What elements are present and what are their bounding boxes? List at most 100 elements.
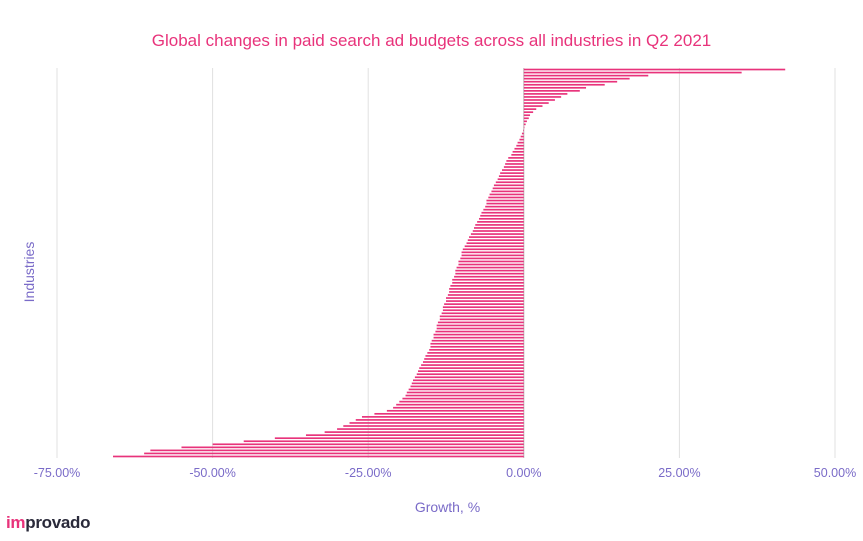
bar xyxy=(523,83,605,86)
bar xyxy=(516,144,524,147)
bar xyxy=(485,205,524,208)
bar xyxy=(411,382,524,385)
bar xyxy=(486,199,524,202)
bar xyxy=(523,120,527,123)
bar xyxy=(456,266,524,269)
bar xyxy=(469,236,524,238)
x-tick-label: 50.00% xyxy=(814,466,856,480)
bar xyxy=(481,211,524,214)
bar xyxy=(452,281,524,284)
bar xyxy=(491,190,524,193)
bar xyxy=(144,452,524,455)
bar xyxy=(430,342,524,345)
bar xyxy=(502,169,524,171)
bar xyxy=(431,339,524,342)
bar xyxy=(523,102,549,104)
bar xyxy=(523,105,543,107)
bar xyxy=(480,214,524,217)
bar xyxy=(361,416,524,418)
bar xyxy=(523,111,534,114)
bar xyxy=(497,178,524,181)
bar xyxy=(503,166,524,168)
bar xyxy=(475,224,524,226)
bar xyxy=(523,129,524,132)
bar xyxy=(495,181,524,184)
bar xyxy=(442,306,524,309)
bar xyxy=(422,361,524,363)
bar xyxy=(523,71,742,74)
bar xyxy=(455,269,524,272)
bar xyxy=(477,221,524,223)
bar xyxy=(441,312,524,315)
x-tick-label: 25.00% xyxy=(658,466,700,480)
bar xyxy=(349,422,524,424)
x-axis-ticks: -75.00% -50.00% -25.00% 0.00% 25.00% 50.00% xyxy=(34,466,856,480)
bar xyxy=(508,157,524,159)
bar xyxy=(414,376,524,379)
bar xyxy=(436,327,524,330)
bar xyxy=(506,160,524,162)
x-tick-label: -75.00% xyxy=(34,466,81,480)
bar xyxy=(274,437,524,440)
bar xyxy=(523,80,618,83)
bar xyxy=(467,239,524,241)
bar xyxy=(450,285,524,287)
bar-series xyxy=(113,68,786,458)
bar xyxy=(460,257,524,260)
bar xyxy=(417,370,524,373)
bar xyxy=(337,428,524,430)
bar xyxy=(427,352,524,354)
bar xyxy=(474,227,524,229)
bar xyxy=(396,403,524,406)
chart-title: Global changes in paid search ad budgets… xyxy=(151,31,712,50)
x-tick-label: 0.00% xyxy=(506,466,541,480)
bar xyxy=(399,400,524,403)
bar xyxy=(458,260,524,263)
bar xyxy=(212,443,524,446)
bar xyxy=(523,74,649,77)
bar xyxy=(472,230,524,232)
bar xyxy=(523,108,537,110)
bar xyxy=(492,187,524,190)
bar xyxy=(305,434,524,436)
bar xyxy=(523,123,526,126)
bar xyxy=(478,217,524,220)
bar xyxy=(393,406,524,409)
bar xyxy=(517,141,524,144)
bar xyxy=(464,245,524,248)
bar xyxy=(430,345,524,348)
bar xyxy=(435,330,524,333)
bar xyxy=(523,114,531,117)
improvado-logo: improvado xyxy=(6,513,91,533)
bar xyxy=(466,242,524,245)
bar xyxy=(500,172,524,174)
bar xyxy=(461,251,524,254)
bar xyxy=(512,150,524,153)
bar xyxy=(454,275,524,278)
bar xyxy=(447,294,524,296)
bar xyxy=(521,132,524,135)
x-tick-label: -50.00% xyxy=(189,466,236,480)
bar xyxy=(410,385,524,388)
x-tick-label: -25.00% xyxy=(345,466,392,480)
bar xyxy=(519,138,524,141)
bar xyxy=(433,333,524,336)
bar xyxy=(150,449,524,452)
bar xyxy=(498,175,524,178)
bar xyxy=(408,388,524,391)
bar xyxy=(452,278,524,281)
bar xyxy=(511,153,524,156)
bar xyxy=(483,208,524,211)
bar xyxy=(520,135,524,138)
bar xyxy=(461,254,524,257)
logo-suffix: provado xyxy=(25,513,91,532)
bar xyxy=(419,367,524,369)
bar xyxy=(455,272,524,275)
bar xyxy=(523,117,529,120)
bar xyxy=(523,86,587,89)
bar xyxy=(523,90,580,92)
bar xyxy=(523,99,555,101)
bar xyxy=(243,440,524,443)
bar xyxy=(355,419,524,421)
bar xyxy=(416,373,524,376)
